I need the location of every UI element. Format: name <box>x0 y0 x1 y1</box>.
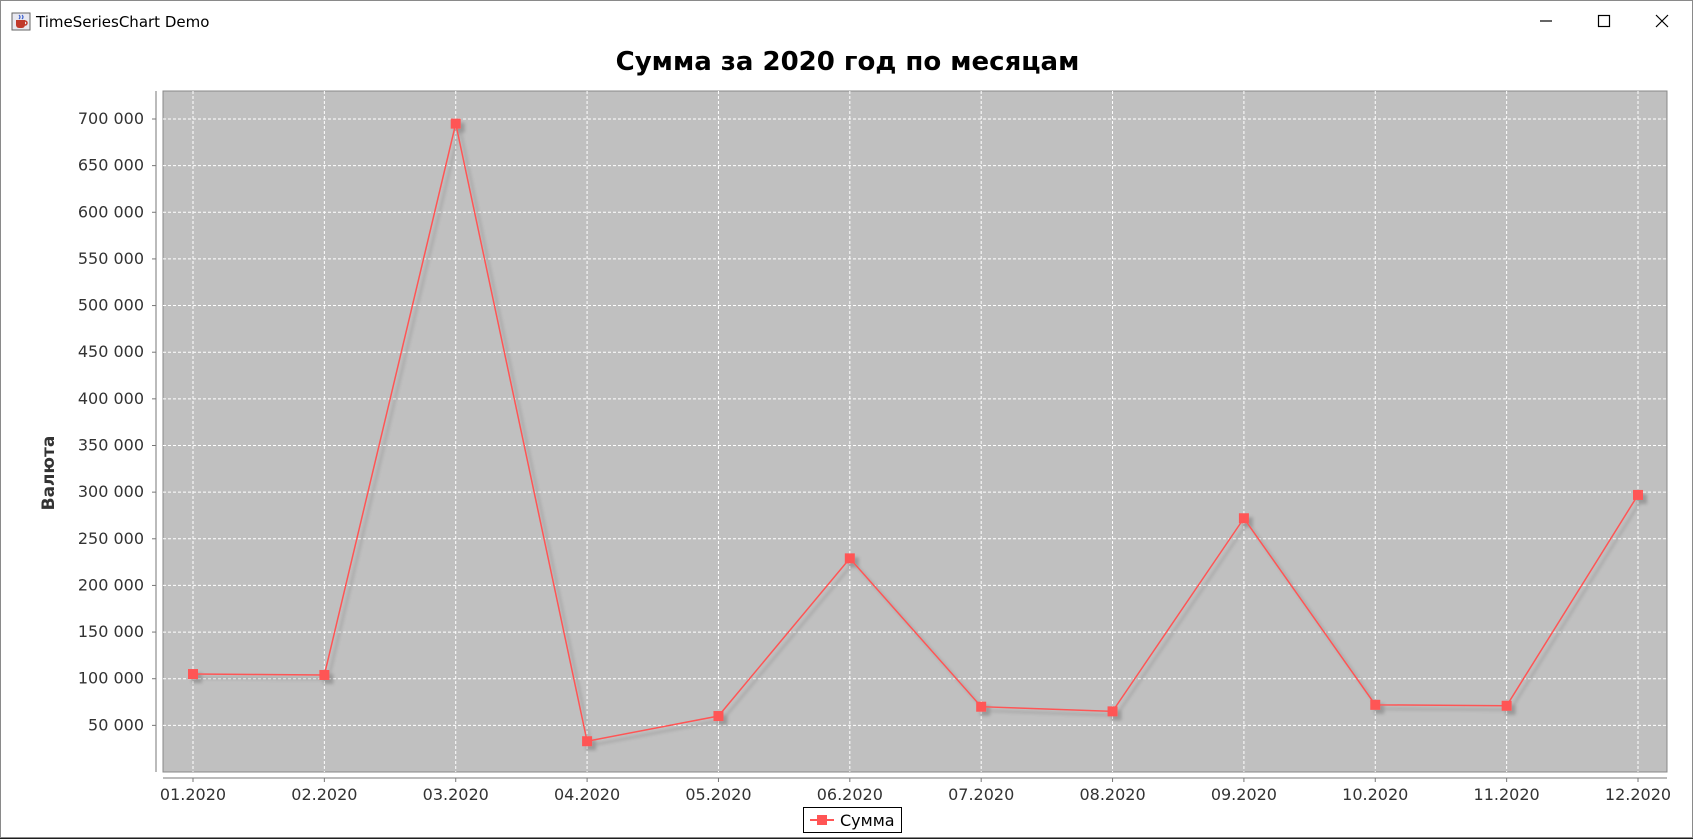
y-tick-label: 200 000 <box>78 575 144 594</box>
maximize-icon <box>1597 14 1611 28</box>
data-point <box>582 736 593 747</box>
close-icon <box>1655 14 1669 28</box>
x-tick-label: 09.2020 <box>1211 785 1277 804</box>
y-tick-label: 250 000 <box>78 529 144 548</box>
y-tick-label: 650 000 <box>78 156 144 175</box>
series-group <box>188 118 1643 747</box>
x-tick-label: 03.2020 <box>423 785 489 804</box>
data-point <box>319 669 330 680</box>
legend: Сумма <box>803 807 902 833</box>
x-tick-label: 08.2020 <box>1079 785 1145 804</box>
data-point <box>450 118 461 129</box>
data-point <box>1238 513 1249 524</box>
chart-title: Сумма за 2020 год по месяцам <box>615 47 1080 77</box>
title-bar[interactable]: TimeSeriesChart Demo <box>1 1 1692 41</box>
data-point <box>976 701 987 712</box>
data-point <box>1633 489 1643 500</box>
x-tick-label: 02.2020 <box>291 785 357 804</box>
x-tick-label: 10.2020 <box>1342 785 1408 804</box>
data-point <box>844 553 855 564</box>
data-point <box>188 669 198 680</box>
data-point <box>1501 700 1512 711</box>
minimize-button[interactable] <box>1517 1 1575 41</box>
y-tick-label: 100 000 <box>78 669 144 688</box>
chart-panel: Сумма за 2020 год по месяцам Валюта 50 0… <box>1 41 1693 839</box>
y-tick-label: 150 000 <box>78 622 144 641</box>
x-tick-label: 04.2020 <box>554 785 620 804</box>
x-tick-label: 01.2020 <box>160 785 226 804</box>
legend-label: Сумма <box>840 810 895 830</box>
x-tick-label: 05.2020 <box>685 785 751 804</box>
x-tick-label: 06.2020 <box>817 785 883 804</box>
x-tick-label: 12.2020 <box>1605 785 1671 804</box>
series-line <box>192 123 1639 743</box>
window-title: TimeSeriesChart Demo <box>36 13 210 31</box>
minimize-icon <box>1540 20 1552 22</box>
data-point <box>713 711 724 722</box>
x-tick-label: 11.2020 <box>1474 785 1540 804</box>
line-chart: 50 000 100 000 150 000 200 000 250 000 300 00… <box>78 90 1671 804</box>
y-tick-label: 700 000 <box>78 109 144 128</box>
y-tick-label: 550 000 <box>78 249 144 268</box>
java-cup-icon <box>11 12 31 31</box>
data-point <box>1370 699 1381 710</box>
y-tick-label: 50 000 <box>88 715 144 734</box>
y-tick-label: 600 000 <box>78 202 144 221</box>
y-tick-label: 450 000 <box>78 342 144 361</box>
y-tick-label: 400 000 <box>78 389 144 408</box>
x-tick-label: 07.2020 <box>948 785 1014 804</box>
data-point <box>1107 706 1118 717</box>
y-tick-label: 300 000 <box>78 482 144 501</box>
plot-area <box>162 90 1668 773</box>
y-tick-label: 500 000 <box>78 296 144 315</box>
close-button[interactable] <box>1633 1 1691 41</box>
y-tick-label: 350 000 <box>78 435 144 454</box>
maximize-button[interactable] <box>1575 1 1633 41</box>
legend-swatch <box>810 814 834 826</box>
